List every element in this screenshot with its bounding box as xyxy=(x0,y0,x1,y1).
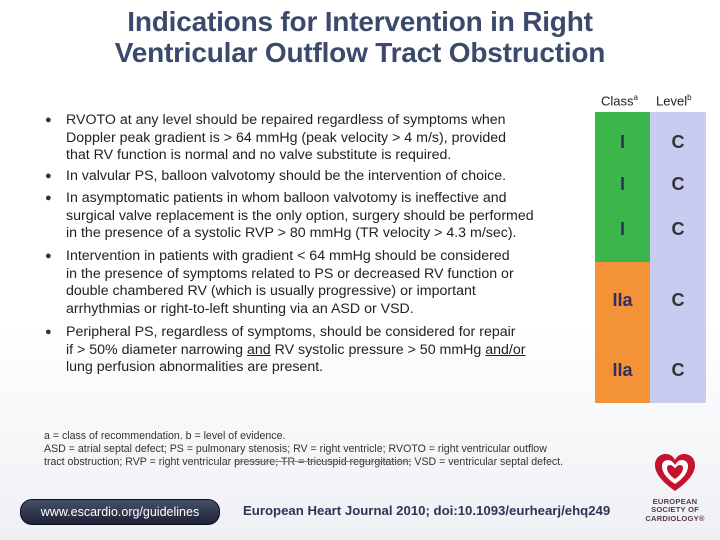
guidelines-url-link[interactable]: www.escardio.org/guidelines xyxy=(20,499,220,525)
title-line-1: Indications for Intervention in Right xyxy=(127,6,593,37)
bullet-icon: ● xyxy=(45,250,52,262)
class-cell-4: IIa xyxy=(595,262,650,338)
level-header: Levelb xyxy=(656,93,692,108)
footnote-line-1: a = class of recommendation. b = level o… xyxy=(44,430,286,442)
class-header-label: Class xyxy=(601,93,634,109)
recommendation-list: ● RVOTO at any level should be repaired … xyxy=(42,112,598,377)
rec-4-line-4: arrhythmias or right-to-left shunting vi… xyxy=(66,300,414,317)
footnote-line-2: ASD = atrial septal defect; PS = pulmona… xyxy=(44,443,547,455)
rec-5-line-2: if > 50% diameter narrowing and RV systo… xyxy=(66,342,598,360)
level-cell-3: C xyxy=(671,218,685,239)
rec-5-underline-andor: and/or xyxy=(485,341,526,358)
logo-line-3: CARDIOLOGY® xyxy=(645,513,705,523)
class-cell-5: IIa xyxy=(595,338,650,403)
bullet-icon: ● xyxy=(45,170,52,182)
footnote-line-3: tract obstruction; RVP = right ventricul… xyxy=(44,456,644,469)
footnote-text-b: VSD = ventricular septal defect. xyxy=(411,456,564,468)
esc-logo: EUROPEAN SOCIETY OF CARDIOLOGY® xyxy=(640,453,710,535)
rec-1-line-1: RVOTO at any level should be repaired re… xyxy=(66,112,506,128)
logo-text: EUROPEAN SOCIETY OF CARDIOLOGY® xyxy=(640,497,710,523)
rec-5-underline-and: and xyxy=(246,341,271,358)
rec-5-text-a: if > 50% diameter narrowing xyxy=(66,341,247,358)
rec-5-line-3: lung perfusion abnormalities are present… xyxy=(66,359,324,376)
footnotes: a = class of recommendation. b = level o… xyxy=(44,430,644,469)
level-header-sup: b xyxy=(687,93,692,102)
bullet-icon: ● xyxy=(45,114,52,126)
rec-2-line-1: In valvular PS, balloon valvotomy should… xyxy=(66,168,507,184)
level-header-label: Level xyxy=(656,93,688,109)
rec-3-line-3: in the presence of a systolic RVP > 80 m… xyxy=(66,225,517,242)
rec-5-text-b: RV systolic pressure > 50 mmHg xyxy=(270,341,486,358)
footnote-struck-text: pressure; TR = tricuspid regurgitation; xyxy=(234,456,412,468)
class-cell-2: I xyxy=(595,172,650,196)
rec-5-line-1: Peripheral PS, regardless of symptoms, s… xyxy=(66,324,516,340)
bullet-icon: ● xyxy=(45,326,52,338)
level-column: C C C C C xyxy=(650,112,706,403)
rec-1-line-3: that RV function is normal and no valve … xyxy=(66,147,452,164)
heart-logo-icon xyxy=(655,454,695,491)
footnote-text-a: tract obstruction; RVP = right ventricul… xyxy=(44,456,235,468)
level-cell-1: C xyxy=(671,131,685,152)
slide-title: Indications for Intervention in Right Ve… xyxy=(0,6,720,68)
level-cell-4: C xyxy=(671,289,685,310)
class-cell-3: I xyxy=(595,196,650,262)
logo-line-1: EUROPEAN xyxy=(652,497,698,506)
logo-line-2: SOCIETY OF xyxy=(651,505,699,515)
rec-4-line-2: in the presence of symptoms related to P… xyxy=(66,265,514,282)
rec-1-line-2: Doppler peak gradient is > 64 mmHg (peak… xyxy=(66,129,507,146)
rec-3-line-1: In asymptomatic patients in whom balloon… xyxy=(66,190,507,206)
recommendation-2: ● In valvular PS, balloon valvotomy shou… xyxy=(42,168,598,190)
level-cell-5: C xyxy=(671,360,685,380)
class-header-sup: a xyxy=(633,93,638,102)
rec-4-line-3: double chambered RV (which is usually pr… xyxy=(66,283,476,300)
recommendation-1: ● RVOTO at any level should be repaired … xyxy=(42,112,598,168)
bullet-icon: ● xyxy=(45,192,52,204)
title-line-2: Ventricular Outflow Tract Obstruction xyxy=(114,37,606,68)
rec-4-line-1: Intervention in patients with gradient <… xyxy=(66,248,510,264)
recommendation-4: ● Intervention in patients with gradient… xyxy=(42,248,598,324)
level-cell-2: C xyxy=(671,173,685,194)
class-cell-1: I xyxy=(595,112,650,172)
journal-citation: European Heart Journal 2010; doi:10.1093… xyxy=(243,503,611,518)
recommendation-5: ● Peripheral PS, regardless of symptoms,… xyxy=(42,324,598,377)
rec-3-line-2: surgical valve replacement is the only o… xyxy=(66,207,534,224)
recommendation-3: ● In asymptomatic patients in whom ballo… xyxy=(42,190,598,248)
class-header: Classa xyxy=(601,93,638,108)
